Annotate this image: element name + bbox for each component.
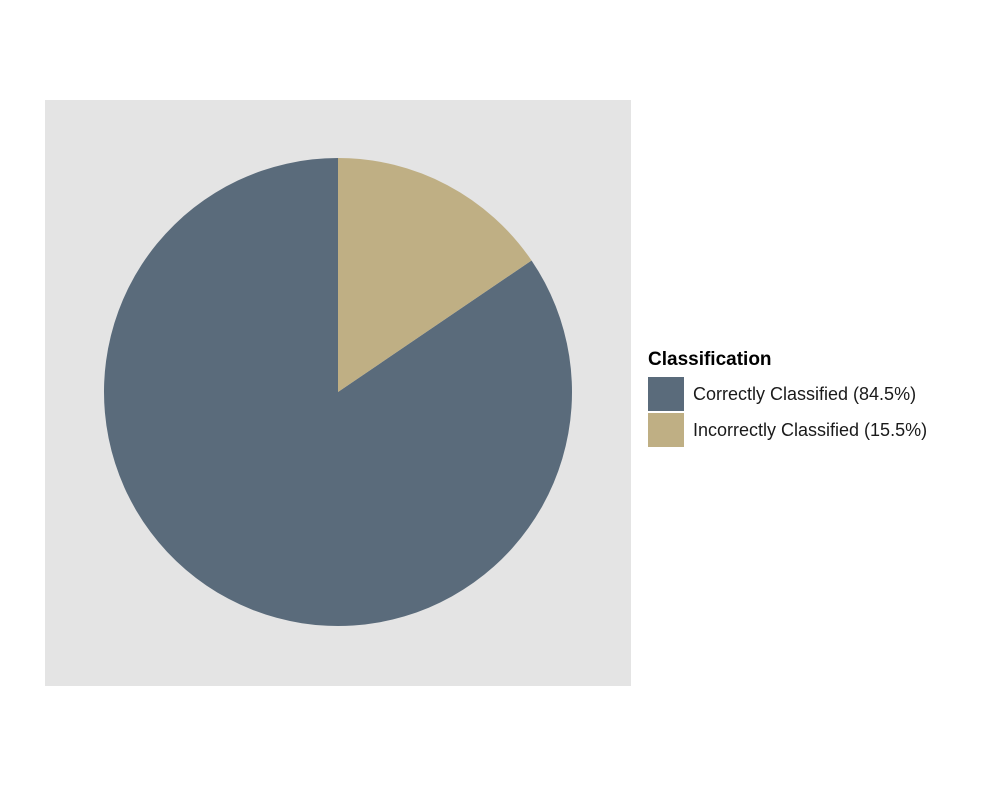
legend-label-incorrect: Incorrectly Classified (15.5%) bbox=[693, 419, 928, 440]
pie-slice-incorrect bbox=[338, 158, 532, 392]
legend-swatch-correct bbox=[648, 376, 684, 412]
pie-slice-correct bbox=[104, 158, 572, 627]
legend-item-correct: Correctly Classified (84.5%) bbox=[648, 376, 927, 412]
legend-swatch-incorrect bbox=[648, 412, 684, 448]
legend: Classification Correctly Classified (84.… bbox=[648, 348, 927, 448]
legend-title: Classification bbox=[648, 349, 772, 370]
legend-item-incorrect: Incorrectly Classified (15.5%) bbox=[648, 412, 927, 448]
legend-label-correct: Correctly Classified (84.5%) bbox=[693, 383, 917, 404]
pie-slices bbox=[104, 158, 572, 627]
